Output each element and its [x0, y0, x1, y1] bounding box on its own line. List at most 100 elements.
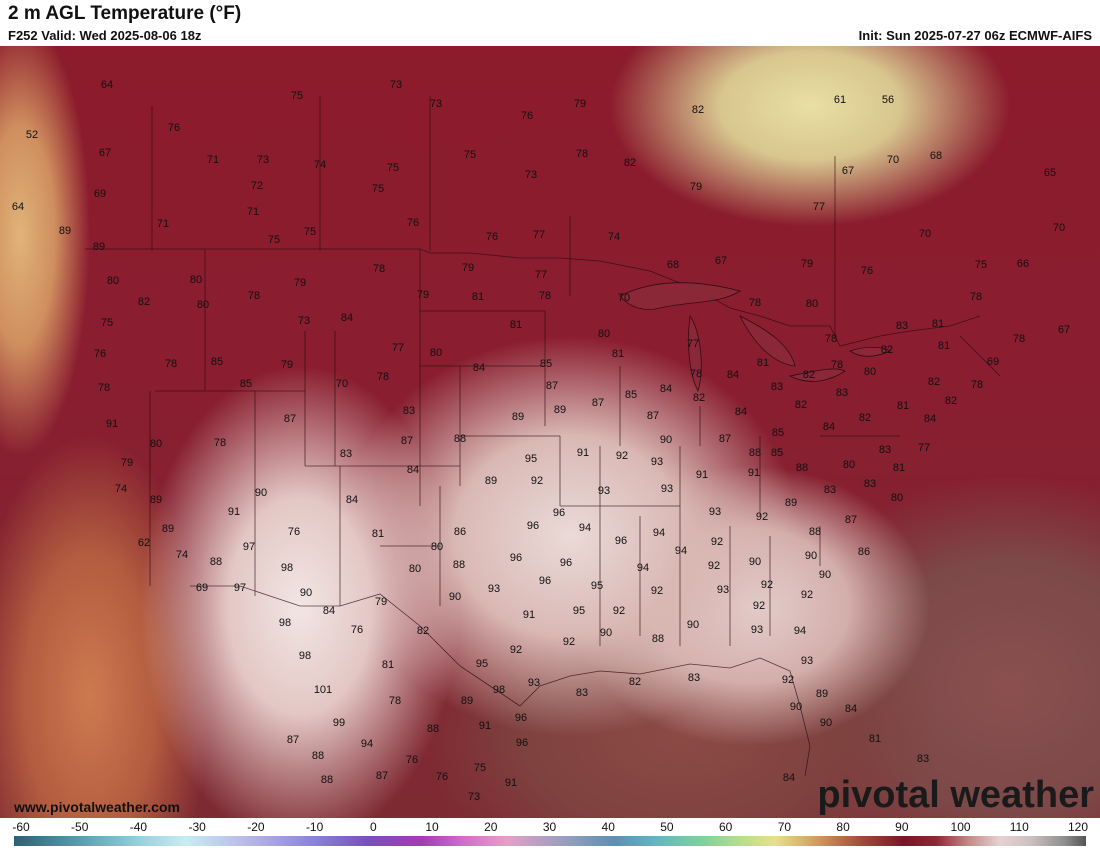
colorbar-tick-label: 10: [425, 820, 439, 834]
temperature-label: 78: [539, 290, 551, 302]
temperature-label: 74: [176, 549, 188, 561]
temperature-label: 69: [94, 188, 106, 200]
temperature-label: 79: [690, 181, 702, 193]
temperature-label: 93: [528, 677, 540, 689]
province-lines: [151, 96, 1001, 377]
temperature-label: 93: [661, 483, 673, 495]
colorbar-tick-label: -20: [247, 820, 265, 834]
temperature-label: 90: [300, 587, 312, 599]
colorbar-tick-label: 60: [718, 820, 733, 834]
temperature-label: 92: [616, 450, 628, 462]
temperature-label: 96: [515, 712, 527, 724]
temperature-label: 81: [897, 400, 909, 412]
temperature-label: 76: [351, 624, 363, 636]
pivotal-weather-logo: pivotal weather: [817, 774, 1094, 816]
temperature-label: 68: [667, 259, 679, 271]
temperature-label: 84: [473, 362, 485, 374]
temperature-label: 92: [531, 475, 543, 487]
colorbar-tick-label: -10: [305, 820, 324, 834]
temperature-label: 77: [813, 201, 825, 213]
colorbar-tick-label: -60: [12, 820, 30, 834]
temperature-label: 87: [845, 514, 857, 526]
temperature-label: 74: [608, 231, 620, 243]
temperature-label: 80: [197, 299, 209, 311]
temperature-label: 92: [753, 600, 765, 612]
temperature-label: 80: [891, 492, 903, 504]
temperature-label: 78: [971, 379, 983, 391]
temperature-label: 94: [361, 738, 373, 750]
temperature-label: 93: [709, 506, 721, 518]
temperature-label: 75: [464, 149, 476, 161]
temperature-label: 92: [651, 585, 663, 597]
temperature-label: 76: [486, 231, 498, 243]
temperature-label: 79: [801, 258, 813, 270]
temperature-label: 92: [756, 511, 768, 523]
temperature-label: 82: [881, 344, 893, 356]
temperature-label: 65: [1044, 167, 1056, 179]
temperature-label: 88: [454, 433, 466, 445]
temperature-label: 81: [938, 340, 950, 352]
valid-time: F252 Valid: Wed 2025-08-06 18z: [8, 28, 202, 43]
temperature-label: 78: [576, 148, 588, 160]
colorbar-tick-label: 40: [601, 820, 615, 834]
temperature-label: 90: [600, 627, 612, 639]
temperature-label: 88: [652, 633, 664, 645]
temperature-label: 95: [591, 580, 603, 592]
temperature-label: 73: [298, 315, 310, 327]
temperature-label: 73: [390, 79, 402, 91]
temperature-label: 84: [735, 406, 747, 418]
temperature-label: 91: [228, 506, 240, 518]
temperature-label: 80: [150, 438, 162, 450]
colorbar-tick-label: 120: [1067, 820, 1089, 834]
temperature-label: 85: [240, 378, 252, 390]
temperature-label: 76: [406, 754, 418, 766]
temperature-label: 72: [251, 180, 263, 192]
temperature-label: 85: [625, 389, 637, 401]
temperature-label: 89: [785, 497, 797, 509]
temperature-label: 62: [138, 537, 150, 549]
temperature-label: 76: [168, 122, 180, 134]
colorbar-tick-label: -50: [71, 820, 89, 834]
temperature-label: 71: [247, 206, 259, 218]
temperature-label: 92: [613, 605, 625, 617]
temperature-label: 83: [340, 448, 352, 460]
temperature-label: 70: [618, 292, 630, 304]
temperature-label: 79: [294, 277, 306, 289]
temperature-label: 89: [816, 688, 828, 700]
temperature-label: 67: [99, 147, 111, 159]
temperature-label: 84: [341, 312, 353, 324]
temperature-label: 75: [291, 90, 303, 102]
temperature-label: 68: [930, 150, 942, 162]
temperature-label: 81: [869, 733, 881, 745]
temperature-label: 80: [409, 563, 421, 575]
temperature-label: 82: [629, 676, 641, 688]
temperature-label: 64: [101, 79, 113, 91]
lake-erie: [788, 368, 846, 382]
temperature-label: 78: [389, 695, 401, 707]
temperature-label: 89: [554, 404, 566, 416]
temperature-map[interactable]: 64 73 75 73 79 82 76 52 76 67 71 73 74 75 75 78 82 70 68 67…: [0, 46, 1100, 818]
temperature-label: 78: [377, 371, 389, 383]
map-title: 2 m AGL Temperature (°F): [8, 3, 242, 24]
temperature-label: 83: [688, 672, 700, 684]
temperature-label: 77: [533, 229, 545, 241]
temperature-label: 88: [749, 447, 761, 459]
temperature-label: 98: [281, 562, 293, 574]
temperature-label: 88: [321, 774, 333, 786]
temperature-label: 94: [675, 545, 687, 557]
colorbar-gradient: [14, 836, 1086, 846]
temperature-label: 91: [106, 418, 118, 430]
temperature-label: 77: [535, 269, 547, 281]
temperature-label: 74: [314, 159, 326, 171]
lake-michigan: [688, 314, 702, 393]
temperature-label: 67: [842, 165, 854, 177]
temperature-label: 91: [505, 777, 517, 789]
temperature-label: 92: [801, 589, 813, 601]
colorbar-tick-label: 90: [895, 820, 909, 834]
temperature-label: 76: [407, 217, 419, 229]
temperature-label: 96: [553, 507, 565, 519]
temperature-label: 83: [896, 320, 908, 332]
temperature-label: 86: [454, 526, 466, 538]
